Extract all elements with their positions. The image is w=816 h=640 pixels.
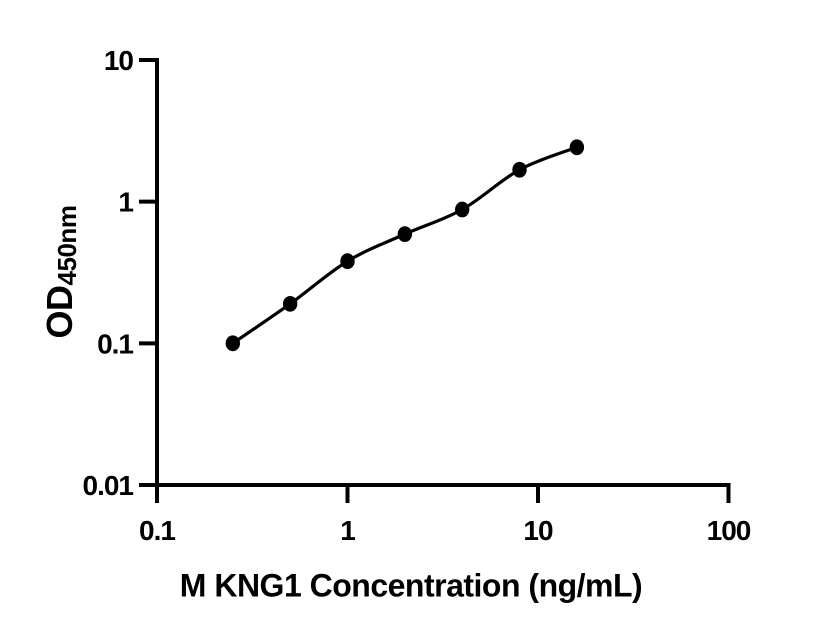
data-point: [454, 201, 470, 218]
data-point: [225, 335, 241, 352]
data-point: [512, 161, 527, 178]
x-tick-label: 100: [707, 515, 751, 546]
y-axis-title-main: OD: [39, 285, 80, 339]
y-tick-label: 10: [104, 45, 134, 76]
data-point: [397, 226, 413, 243]
y-axis-title-subscript: 450nm: [52, 205, 82, 286]
x-tick-label: 10: [523, 515, 553, 546]
x-axis-title: M KNG1 Concentration (ng/mL): [179, 567, 643, 604]
data-point: [340, 253, 355, 270]
y-tick-label: 0.1: [97, 328, 133, 359]
fit-curve: [231, 145, 578, 345]
y-tick-label: 1: [118, 187, 133, 218]
y-tick-label: 0.01: [83, 470, 134, 501]
x-tick-label: 1: [340, 515, 355, 546]
x-tick-label: 0.1: [139, 515, 175, 546]
data-point: [282, 295, 298, 312]
y-axis-title: OD450nm: [39, 205, 82, 339]
data-point: [569, 139, 585, 156]
